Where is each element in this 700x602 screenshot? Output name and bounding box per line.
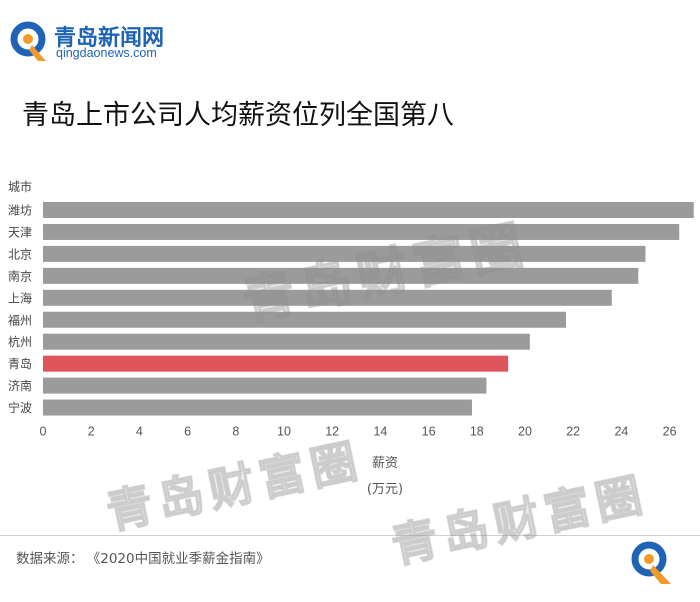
bar — [43, 267, 639, 284]
brand-logo[interactable]: 青岛新闻网 qingdaonews.com — [10, 18, 200, 66]
x-tick-label: 14 — [373, 425, 387, 439]
x-tick-label: 16 — [422, 425, 436, 439]
x-tick-label: 6 — [184, 425, 191, 439]
bar — [43, 311, 566, 328]
x-tick-label: 18 — [470, 425, 484, 439]
x-tick-label: 4 — [136, 425, 143, 439]
category-label: 上海 — [8, 290, 32, 305]
data-source-value: 《2020中国就业季薪金指南》 — [93, 551, 270, 567]
x-tick-label: 26 — [663, 425, 677, 439]
bar-highlight — [43, 355, 509, 372]
x-axis-unit: (万元) — [366, 482, 404, 497]
category-label: 南京 — [8, 268, 32, 283]
category-label: 北京 — [8, 247, 32, 261]
bar — [43, 289, 612, 306]
x-tick-label: 22 — [566, 425, 580, 439]
data-source-label: 数据来源： — [16, 551, 84, 567]
bar — [43, 377, 487, 394]
brand-name: 青岛新闻网 — [54, 26, 165, 51]
page-title: 青岛上市公司人均薪资位列全国第八 — [22, 100, 454, 131]
x-tick-label: 10 — [277, 425, 291, 439]
footer-divider — [0, 535, 700, 536]
category-label: 青岛 — [8, 356, 32, 371]
corner-logo-icon — [631, 541, 671, 584]
category-label: 济南 — [8, 378, 32, 393]
bar — [43, 399, 472, 416]
x-tick-label: 12 — [325, 425, 339, 439]
data-source: 数据来源： 《2020中国就业季薪金指南》 — [16, 547, 270, 567]
category-label: 宁波 — [8, 400, 32, 415]
brand-domain: qingdaonews.com — [56, 46, 157, 60]
x-axis-title: 薪资 — [371, 456, 398, 471]
x-tick-label: 8 — [232, 425, 239, 439]
y-axis-title: 城市 — [8, 179, 32, 194]
bar — [43, 245, 646, 262]
x-tick-label: 0 — [40, 425, 47, 439]
x-tick-label: 24 — [614, 425, 628, 439]
bar — [43, 223, 680, 240]
bar — [43, 202, 694, 218]
bar — [43, 333, 530, 350]
x-tick-label: 20 — [518, 425, 532, 439]
qingdaonews-logo-icon — [10, 21, 46, 61]
category-label: 福州 — [8, 312, 32, 327]
category-label: 天津 — [8, 225, 32, 239]
category-label: 杭州 — [8, 334, 32, 349]
x-tick-label: 2 — [88, 425, 95, 439]
category-label: 潍坊 — [8, 203, 32, 218]
